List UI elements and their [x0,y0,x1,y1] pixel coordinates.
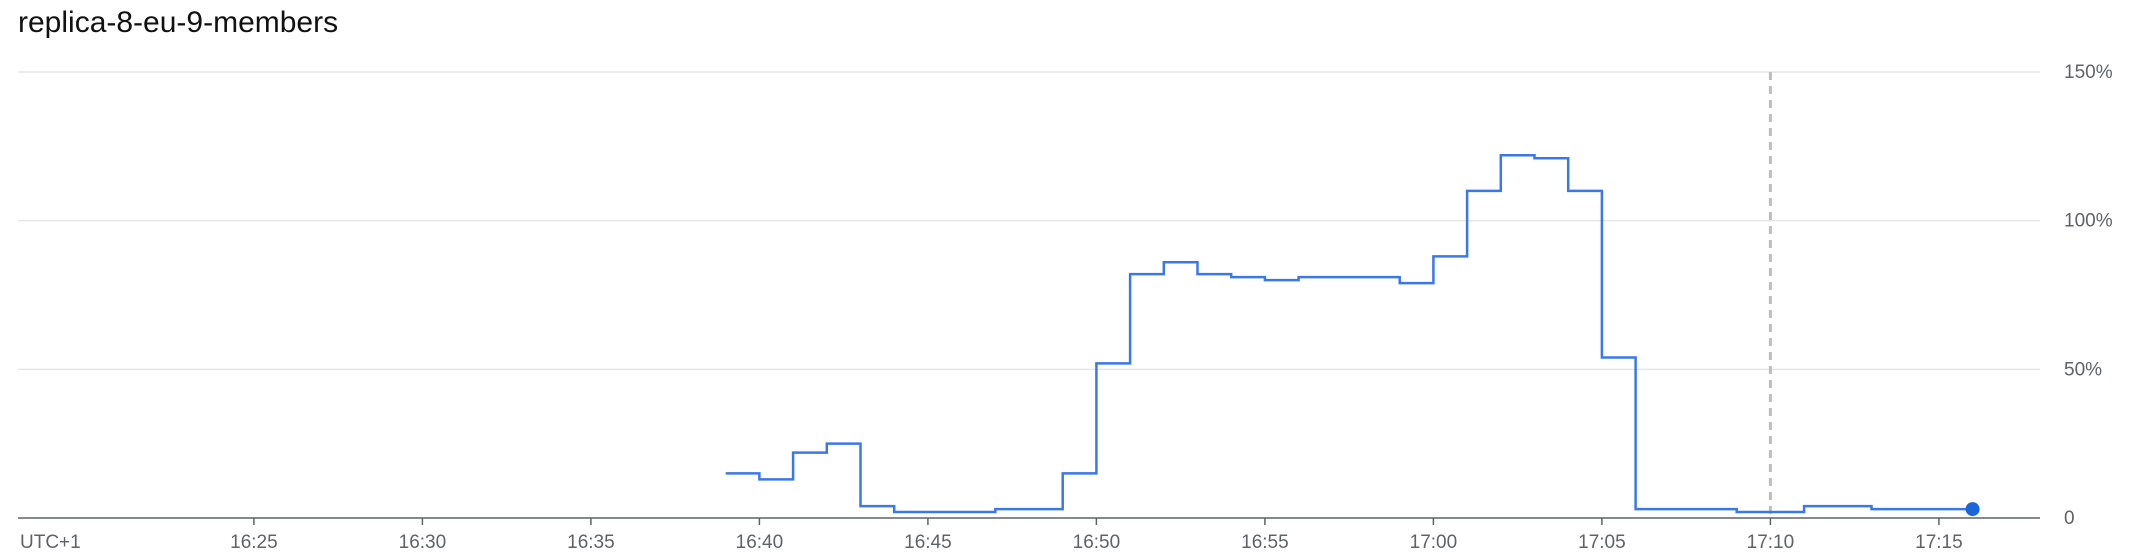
y-tick-label: 0 [2064,508,2075,529]
x-tick-label: 17:15 [1915,532,1963,552]
x-tick-label: 16:25 [230,532,278,552]
y-tick-label: 150% [2064,62,2113,83]
x-tick-label: 16:35 [567,532,615,552]
x-tick-label: 16:55 [1241,532,1289,552]
x-tick-label: 16:40 [736,532,784,552]
x-tick-label: 17:10 [1747,532,1795,552]
x-tick-label: 17:05 [1578,532,1626,552]
x-tick-label: 16:30 [399,532,447,552]
y-tick-label: 100% [2064,211,2113,232]
chart-title: replica-8-eu-9-members [18,6,339,39]
x-tick-label: 17:00 [1410,532,1458,552]
last-point-marker [1965,502,1980,517]
gridlines [18,71,2040,371]
x-tick-label: 16:45 [904,532,952,552]
y-tick-label: 50% [2064,359,2102,380]
y-axis-ticks: 0 50% 100% 150% [2064,62,2113,529]
x-tick-label: 16:50 [1073,532,1121,552]
timezone-label: UTC+1 [20,532,81,552]
x-axis-ticks: 16:25 16:30 16:35 16:40 16:45 16:50 16:55 17:00… [230,518,1963,552]
series-line [725,154,1973,514]
